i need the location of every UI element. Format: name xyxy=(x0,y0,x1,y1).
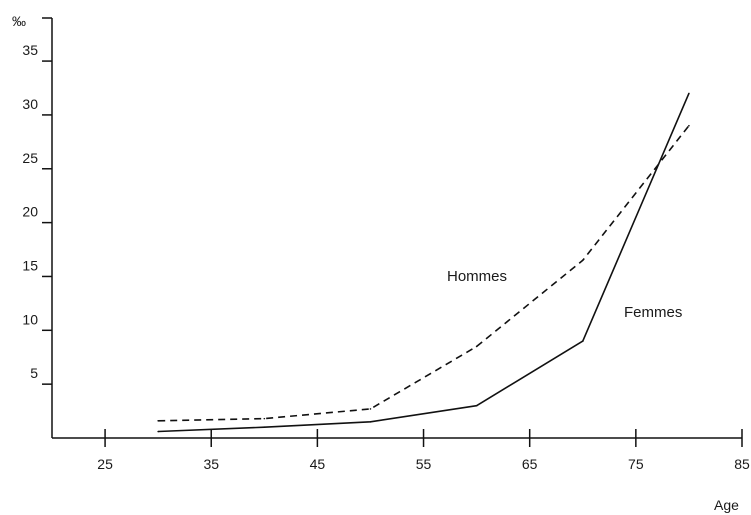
data-point-hommes xyxy=(688,124,690,127)
x-tick-label: 35 xyxy=(203,456,219,472)
data-point-hommes xyxy=(157,419,159,422)
series-line-hommes xyxy=(158,125,690,422)
x-tick-label: 55 xyxy=(416,456,432,472)
series-label-hommes: Hommes xyxy=(447,268,507,285)
x-tick-label: 65 xyxy=(522,456,538,472)
data-point-femmes xyxy=(581,340,584,342)
x-tick-label: 25 xyxy=(97,456,113,472)
x-tick-label: 85 xyxy=(734,456,750,472)
series-label-femmes: Femmes xyxy=(624,304,682,321)
y-tick-label: 10 xyxy=(22,311,38,327)
data-point-femmes xyxy=(263,426,266,429)
data-point-femmes xyxy=(475,404,478,407)
y-tick-label: 20 xyxy=(22,204,38,220)
data-point-femmes xyxy=(157,430,159,433)
data-point-femmes xyxy=(369,421,372,423)
data-point-hommes xyxy=(475,345,478,348)
x-tick-label: 45 xyxy=(310,456,326,472)
data-point-hommes xyxy=(369,408,372,410)
y-tick-label: 35 xyxy=(22,42,38,58)
data-point-femmes xyxy=(688,92,690,95)
x-tick-label: 75 xyxy=(628,456,644,472)
series-line-femmes xyxy=(158,93,690,433)
y-axis-unit: ‰ xyxy=(12,13,26,29)
y-tick-label: 15 xyxy=(22,257,38,273)
x-axis-label: Age xyxy=(714,497,739,513)
data-point-hommes xyxy=(263,417,266,420)
data-point-hommes xyxy=(581,259,584,262)
y-tick-label: 25 xyxy=(22,150,38,166)
y-tick-label: 30 xyxy=(22,96,38,112)
y-tick-label: 5 xyxy=(30,365,38,381)
